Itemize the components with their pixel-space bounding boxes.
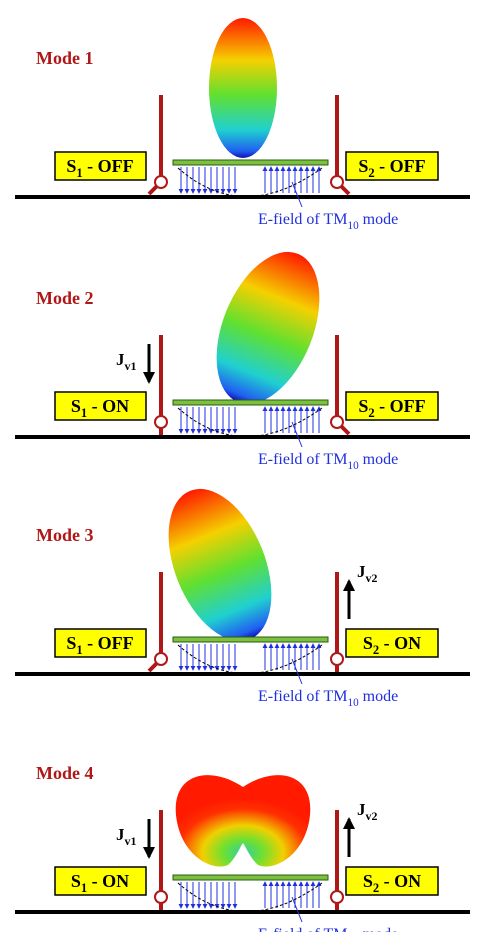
text-main: S bbox=[358, 156, 368, 176]
text-main: S bbox=[71, 396, 81, 416]
text-rest: mode bbox=[359, 211, 399, 228]
radiation-pattern bbox=[209, 18, 277, 158]
text-rest: - ON bbox=[379, 871, 421, 891]
text-sub: 10 bbox=[347, 220, 359, 232]
e-field-curve bbox=[178, 168, 322, 197]
e-field-label: E-field of TM10 mode bbox=[258, 451, 398, 472]
text-sub: 10 bbox=[347, 460, 359, 472]
text-rest: - OFF bbox=[375, 396, 426, 416]
text-rest: mode bbox=[359, 926, 399, 932]
diagram: Mode 1E-field of TM10 modeS1 - OFFS2 - O… bbox=[0, 0, 481, 932]
e-field-label: E-field of TM10 mode bbox=[258, 688, 398, 709]
radiation-pattern bbox=[196, 237, 339, 419]
patch bbox=[173, 400, 328, 405]
e-field-curve bbox=[178, 645, 322, 674]
e-field-label: E-field of TM10 mode bbox=[258, 211, 398, 232]
switch-node bbox=[155, 176, 167, 188]
switch-node bbox=[331, 891, 343, 903]
text-rest: - OFF bbox=[83, 633, 134, 653]
patch bbox=[173, 160, 328, 165]
switch-node bbox=[155, 891, 167, 903]
text-rest: - ON bbox=[87, 871, 129, 891]
text-rest: mode bbox=[359, 688, 399, 705]
text-main: S bbox=[66, 156, 76, 176]
mode-label: Mode 2 bbox=[36, 288, 94, 308]
current-label: Jv1 bbox=[116, 825, 136, 848]
e-field-curve bbox=[178, 408, 322, 437]
radiation-pattern bbox=[148, 474, 291, 656]
text-sub: v1 bbox=[125, 359, 137, 373]
text-rest: mode bbox=[359, 451, 399, 468]
text-sub: 10 bbox=[347, 697, 359, 709]
text-sub: v1 bbox=[125, 834, 137, 848]
e-field-label: E-field of TM10 mode bbox=[258, 926, 398, 932]
current-label: Jv2 bbox=[357, 562, 377, 585]
text-sub: v2 bbox=[366, 571, 378, 585]
text-main: S bbox=[363, 871, 373, 891]
text-rest: - ON bbox=[87, 396, 129, 416]
text-main: E-field of TM bbox=[258, 451, 347, 468]
text-main: E-field of TM bbox=[258, 211, 347, 228]
text-main: S bbox=[66, 633, 76, 653]
switch-node bbox=[331, 653, 343, 665]
switch-node bbox=[155, 653, 167, 665]
mode-label: Mode 4 bbox=[36, 763, 94, 783]
mode-label: Mode 3 bbox=[36, 525, 94, 545]
switch-node bbox=[331, 416, 343, 428]
current-label: Jv1 bbox=[116, 350, 136, 373]
text-main: S bbox=[71, 871, 81, 891]
text-main: E-field of TM bbox=[258, 926, 347, 932]
text-rest: - OFF bbox=[83, 156, 134, 176]
switch-node bbox=[331, 176, 343, 188]
text-rest: - OFF bbox=[375, 156, 426, 176]
patch bbox=[173, 637, 328, 642]
e-field-curve bbox=[178, 883, 322, 912]
mode-label: Mode 1 bbox=[36, 48, 94, 68]
switch-node bbox=[155, 416, 167, 428]
current-label: Jv2 bbox=[357, 800, 377, 823]
text-main: S bbox=[358, 396, 368, 416]
text-main: E-field of TM bbox=[258, 688, 347, 705]
text-sub: v2 bbox=[366, 809, 378, 823]
patch bbox=[173, 875, 328, 880]
text-rest: - ON bbox=[379, 633, 421, 653]
text-main: S bbox=[363, 633, 373, 653]
radiation-pattern bbox=[176, 775, 311, 866]
